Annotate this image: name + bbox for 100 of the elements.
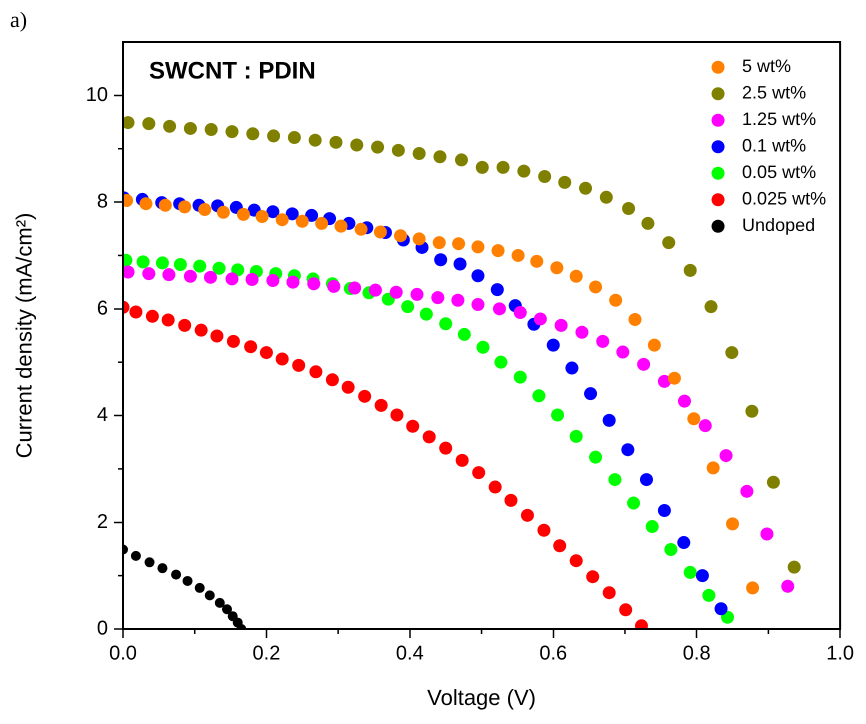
point	[579, 182, 592, 195]
point	[677, 536, 690, 550]
point	[406, 420, 420, 433]
point	[276, 352, 289, 366]
point	[471, 298, 484, 312]
point	[315, 216, 328, 230]
point	[640, 473, 653, 486]
point	[696, 569, 709, 582]
point	[514, 306, 527, 320]
point	[726, 517, 740, 530]
point	[204, 270, 217, 284]
point	[163, 120, 176, 133]
point	[194, 324, 208, 337]
point	[687, 412, 700, 426]
point	[704, 300, 718, 314]
point	[162, 268, 176, 282]
point	[684, 566, 697, 579]
point	[184, 270, 197, 283]
point	[260, 346, 273, 360]
point	[788, 560, 801, 574]
point	[412, 147, 426, 160]
point	[621, 443, 634, 456]
x-tick-label: 1.0	[826, 642, 854, 665]
legend-label: 2.5 wt%	[742, 82, 806, 103]
legend-label: 0.1 wt%	[742, 136, 806, 156]
y-tick-label: 8	[96, 190, 108, 213]
point	[348, 282, 362, 295]
point	[619, 603, 632, 616]
point	[496, 160, 510, 174]
point	[204, 123, 218, 136]
point	[602, 414, 616, 427]
point	[492, 244, 505, 258]
point	[182, 576, 193, 586]
point	[431, 291, 444, 304]
point	[162, 314, 175, 327]
point	[512, 248, 525, 262]
point	[458, 328, 471, 341]
point	[608, 473, 622, 486]
point	[454, 153, 468, 166]
point	[246, 272, 259, 286]
point	[725, 346, 738, 360]
point	[342, 380, 355, 394]
point	[476, 340, 490, 354]
point	[334, 220, 348, 233]
legend-label: 0.05 wt%	[742, 162, 816, 182]
x-tick-label: 0.2	[252, 642, 280, 665]
x-axis-title: Voltage (V)	[427, 684, 536, 710]
y-tick-label: 10	[86, 84, 108, 106]
point	[194, 582, 205, 593]
point	[575, 326, 588, 339]
point	[641, 216, 654, 230]
point	[698, 419, 712, 432]
point	[586, 570, 600, 584]
point	[492, 302, 506, 316]
point	[374, 398, 388, 412]
point	[266, 274, 280, 288]
point	[286, 207, 299, 220]
point	[288, 131, 301, 144]
point	[558, 176, 572, 189]
y-tick-label: 2	[96, 510, 108, 533]
point	[589, 280, 602, 294]
point	[538, 170, 552, 183]
point	[504, 494, 518, 507]
point	[702, 588, 716, 602]
point	[721, 610, 734, 624]
point	[226, 125, 238, 138]
point	[565, 362, 578, 375]
x-tick-label: 0.8	[682, 642, 711, 665]
y-axis-title: Current density (mA/cm²)	[11, 212, 36, 458]
point	[432, 236, 446, 250]
point	[534, 312, 547, 326]
point	[390, 286, 403, 299]
point	[472, 466, 486, 480]
y-tick-label: 0	[96, 618, 108, 640]
point	[584, 387, 598, 400]
point	[520, 508, 534, 522]
point	[471, 240, 484, 254]
point	[439, 442, 452, 455]
point	[214, 598, 225, 608]
point	[216, 206, 230, 219]
point	[760, 528, 774, 541]
point	[350, 138, 364, 152]
point	[537, 524, 550, 537]
point	[637, 358, 650, 371]
point	[476, 160, 489, 174]
point	[178, 200, 192, 214]
point	[678, 394, 691, 408]
point	[609, 294, 622, 307]
point	[532, 389, 546, 402]
point	[309, 365, 322, 378]
point	[422, 430, 436, 444]
point	[706, 461, 720, 474]
y-tick-label: 6	[96, 297, 108, 320]
point	[658, 504, 671, 518]
point	[307, 277, 320, 290]
point	[244, 340, 258, 354]
point	[622, 202, 636, 215]
point	[451, 294, 464, 307]
point	[551, 408, 564, 422]
y-tick-label: 4	[96, 404, 108, 426]
